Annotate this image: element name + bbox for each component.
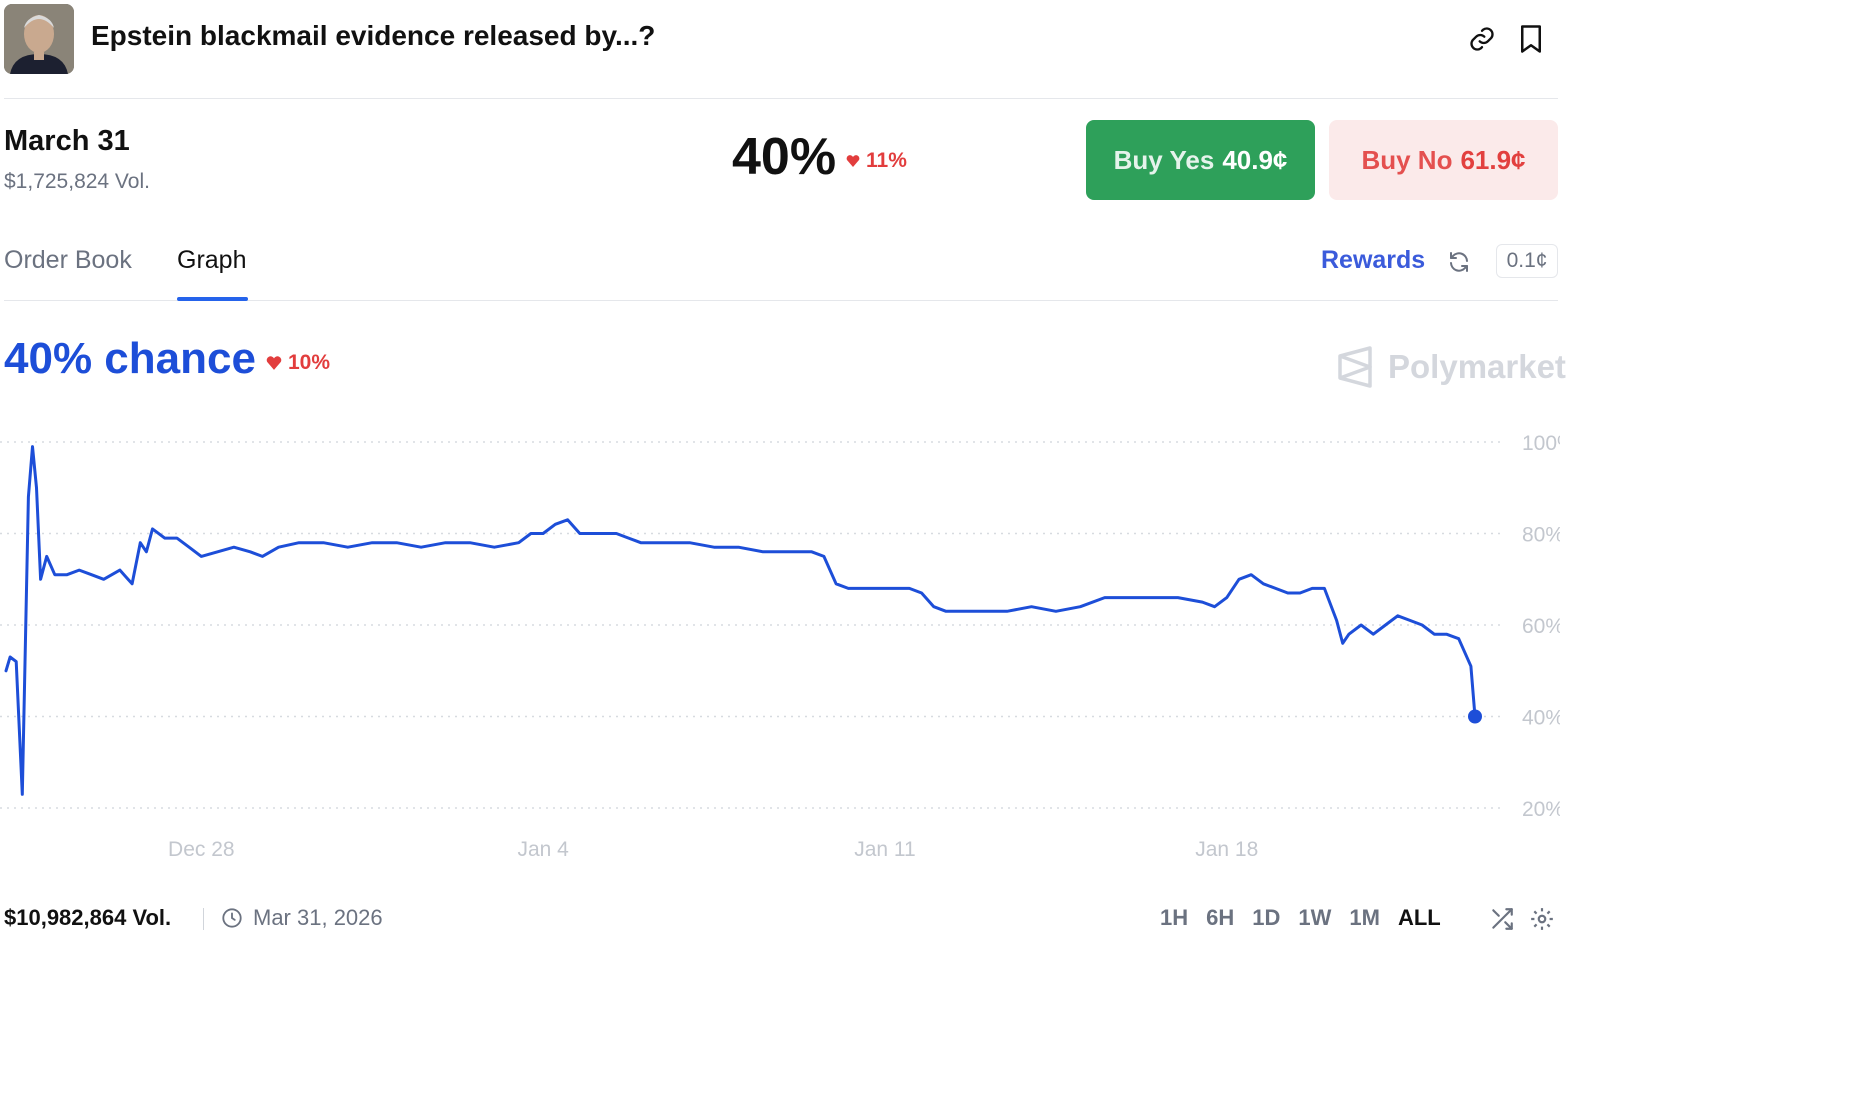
- price-change: 11%: [846, 149, 907, 173]
- y-tick-label: 20%: [1522, 798, 1560, 821]
- buy-no-label: Buy No: [1361, 144, 1453, 175]
- refresh-icon[interactable]: [1443, 246, 1475, 278]
- x-tick-label: Jan 11: [854, 838, 916, 861]
- y-tick-label: 100%: [1522, 432, 1560, 455]
- end-date-value: Mar 31, 2026: [253, 905, 383, 930]
- y-tick-label: 60%: [1522, 615, 1560, 638]
- heart-down-icon: [846, 155, 860, 167]
- chance-headline: 40% chance: [4, 334, 256, 383]
- market-title: Epstein blackmail evidence released by..…: [91, 20, 656, 51]
- outcome-price: 40%: [732, 128, 837, 186]
- link-icon[interactable]: [1464, 21, 1500, 57]
- range-selector: 1H 6H 1D 1W 1M ALL: [1160, 905, 1441, 931]
- range-1d[interactable]: 1D: [1252, 905, 1281, 930]
- heart-down-icon: [266, 356, 282, 370]
- y-axis: 100% 80% 60% 40% 20%: [1522, 432, 1560, 821]
- tick-size-badge[interactable]: 0.1¢: [1496, 244, 1558, 278]
- buy-no-price: 61.9¢: [1460, 144, 1526, 175]
- tab-order-book[interactable]: Order Book: [4, 246, 132, 274]
- last-point-marker: [1468, 709, 1482, 724]
- buy-yes-button[interactable]: Buy Yes 40.9¢: [1086, 120, 1315, 200]
- polymarket-logo-icon: [1338, 346, 1372, 388]
- footer-separator: [203, 908, 204, 930]
- tab-graph[interactable]: Graph: [177, 246, 247, 274]
- price-change-value: 11%: [866, 149, 907, 172]
- active-tab-indicator: [177, 297, 248, 301]
- buy-no-button[interactable]: Buy No 61.9¢: [1329, 120, 1558, 200]
- x-tick-label: Jan 4: [517, 838, 569, 861]
- chance-change-value: 10%: [288, 351, 331, 374]
- rewards-link[interactable]: Rewards: [1321, 246, 1426, 274]
- shuffle-icon[interactable]: [1487, 904, 1517, 934]
- range-1w[interactable]: 1W: [1298, 905, 1332, 930]
- polymarket-watermark: Polymarket: [1336, 346, 1566, 388]
- header-divider: [4, 98, 1558, 99]
- x-tick-label: Jan 18: [1195, 838, 1258, 861]
- series-line: [4, 445, 1477, 796]
- outcome-volume: $1,725,824 Vol.: [4, 170, 150, 193]
- chance-change: 10%: [266, 351, 330, 375]
- market-photo-icon: [4, 4, 74, 74]
- range-6h[interactable]: 6H: [1206, 905, 1235, 930]
- tabs-divider: [4, 300, 1558, 301]
- market-image: [4, 4, 74, 74]
- price-chart[interactable]: 100% 80% 60% 40% 20% Dec 28 Jan 4 Jan 11 Jan 18: [0, 420, 1560, 870]
- buy-yes-label: Buy Yes: [1113, 144, 1215, 175]
- x-axis: Dec 28 Jan 4 Jan 11 Jan 18: [168, 838, 1258, 861]
- buy-yes-price: 40.9¢: [1222, 144, 1288, 175]
- range-1h[interactable]: 1H: [1160, 905, 1189, 930]
- range-all[interactable]: ALL: [1397, 905, 1441, 930]
- chart-grid: [0, 441, 1505, 809]
- brand-name: Polymarket: [1388, 348, 1566, 385]
- outcome-label: March 31: [4, 125, 130, 157]
- total-volume: $10,982,864 Vol.: [4, 905, 172, 930]
- end-date: Mar 31, 2026: [221, 905, 383, 931]
- range-1m[interactable]: 1M: [1349, 905, 1380, 930]
- y-tick-label: 80%: [1522, 524, 1560, 547]
- clock-icon: [222, 908, 242, 928]
- gear-icon[interactable]: [1527, 904, 1557, 934]
- bookmark-icon[interactable]: [1513, 21, 1549, 57]
- x-tick-label: Dec 28: [168, 838, 235, 861]
- y-tick-label: 40%: [1522, 707, 1560, 730]
